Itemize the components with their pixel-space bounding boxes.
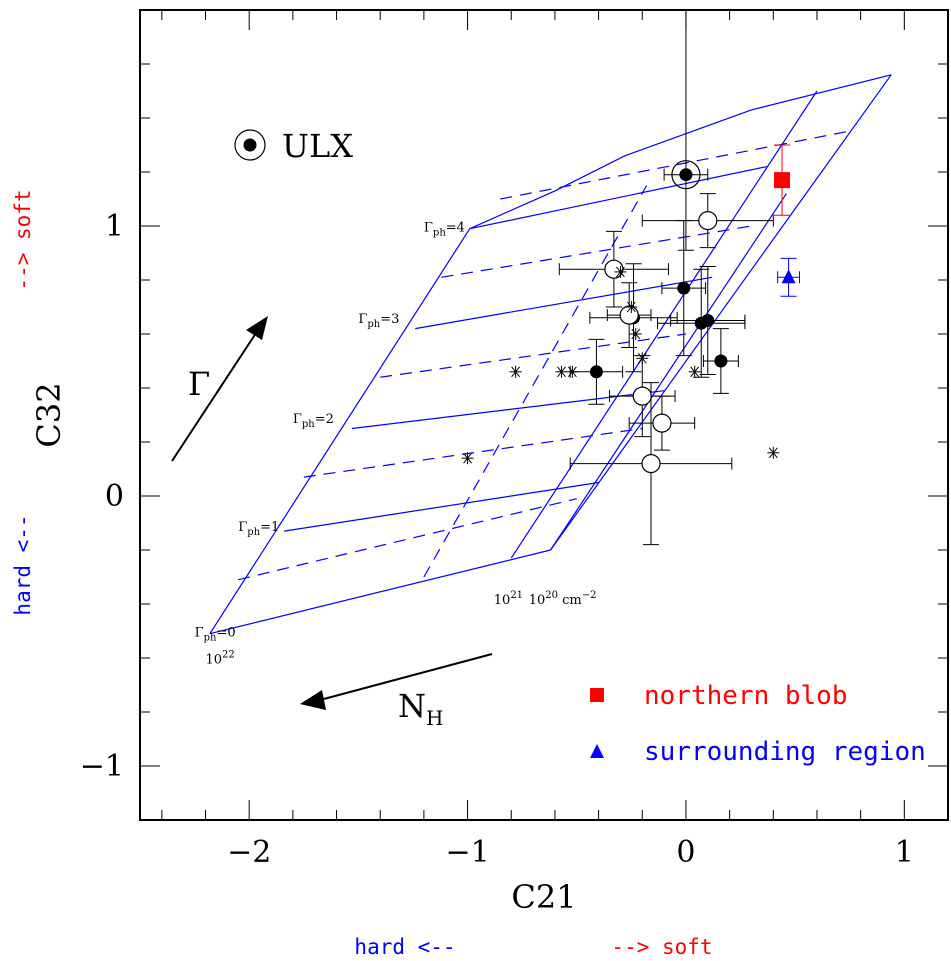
legend-marker-surrounding-region [590, 744, 604, 758]
ulx-ring [671, 160, 701, 190]
legend-marker-northern-blob [590, 688, 604, 702]
nh-arrow-head [300, 690, 326, 710]
data-point-filled [701, 314, 715, 327]
data-point-asterisk [614, 265, 627, 278]
gamma-arrow-label: Γ [188, 365, 210, 403]
data-point-northern-blob [774, 172, 791, 189]
grid-dashed-line [303, 427, 643, 478]
nh-value-label: 1022 [206, 649, 235, 667]
data-point-open [652, 413, 672, 433]
data-point-filled [677, 281, 691, 295]
grid-solid-line [469, 74, 892, 230]
x-axis-label: C21 [511, 878, 576, 916]
grid-solid-line [351, 390, 665, 430]
legend-label-surrounding-region: surrounding region [644, 737, 926, 767]
data-point-surrounding-region [781, 269, 796, 284]
data-point-asterisk [688, 365, 701, 378]
x-tick-label: −1 [445, 835, 489, 870]
x-soft-label: --> soft [611, 935, 712, 959]
nh-arrow-shaft [319, 653, 493, 701]
gamma-ph-label: Γph=0 [195, 625, 236, 643]
x-tick-label: 1 [895, 835, 914, 870]
grid-solid-line [510, 90, 818, 559]
y-axis-label: C32 [30, 382, 68, 447]
grid-solid-line [209, 549, 551, 635]
y-tick-label: 1 [105, 209, 124, 244]
data-point-asterisk [629, 328, 642, 340]
nh-value-label: 1020 cm−2 [529, 590, 597, 608]
y-soft-label: --> soft [11, 189, 35, 290]
grid-dashed-line [423, 185, 648, 578]
axis-ticks: −2 −1 0 1 −1 0 1 [80, 9, 949, 870]
y-tick-label: −1 [80, 749, 124, 784]
gamma-arrow-head [246, 316, 268, 340]
data-point-open [698, 211, 718, 231]
data-point-asterisk [509, 365, 522, 378]
nh-arrow-label: NH [398, 687, 443, 730]
legend: northern blob surrounding region [590, 681, 926, 767]
data-point-filled [714, 354, 728, 368]
ulx-label: ULX [282, 127, 353, 165]
data-point-asterisk [555, 365, 568, 378]
gamma-ph-label: Γph=1 [238, 520, 279, 538]
gamma-ph-label: Γph=3 [358, 312, 399, 330]
data-point-asterisk [566, 365, 579, 378]
grid-dashed-line [380, 333, 687, 378]
grid-solid-line [415, 276, 713, 330]
data-point-open [619, 305, 639, 325]
data-point-filled [589, 365, 603, 379]
data-point-ulx [679, 168, 693, 182]
data-point-asterisk [625, 301, 638, 313]
legend-label-northern-blob: northern blob [644, 681, 848, 711]
x-tick-label: 0 [676, 835, 695, 870]
nh-value-label: 1021 [494, 590, 523, 608]
y-tick-label: 0 [105, 479, 124, 514]
gamma-arrow-shaft [171, 329, 259, 462]
ulx-legend-dot [243, 138, 257, 152]
ulx-legend-ring [234, 129, 266, 161]
data-points [461, 10, 801, 546]
data-point-asterisk [461, 452, 474, 465]
grid-solid-line [550, 193, 787, 551]
grid-dashed-line [500, 130, 848, 200]
gamma-ph-label: Γph=2 [293, 412, 334, 430]
x-hard-label: hard <-- [354, 935, 455, 959]
grid-solid-line [209, 228, 471, 635]
x-tick-label: −2 [227, 835, 271, 870]
grid-solid-line [469, 166, 767, 230]
plot-frame [139, 9, 949, 821]
gamma-ph-label: Γph=4 [424, 220, 465, 238]
data-point-open [632, 386, 652, 406]
y-hard-label: hard <-- [11, 514, 35, 615]
model-grid: Γph=0 Γph=1 Γph=2 Γph=3 Γph=4 1022 1021 1020 cm… [195, 74, 892, 667]
annotations: ULX Γ NH [171, 127, 493, 730]
data-point-asterisk [767, 446, 780, 459]
grid-solid-line [284, 481, 599, 532]
grid-dashed-line [238, 498, 577, 581]
grid-solid-line [550, 74, 892, 551]
grid-dashed-line [441, 225, 752, 278]
data-point-open [641, 454, 661, 474]
data-point-asterisk [636, 352, 649, 365]
